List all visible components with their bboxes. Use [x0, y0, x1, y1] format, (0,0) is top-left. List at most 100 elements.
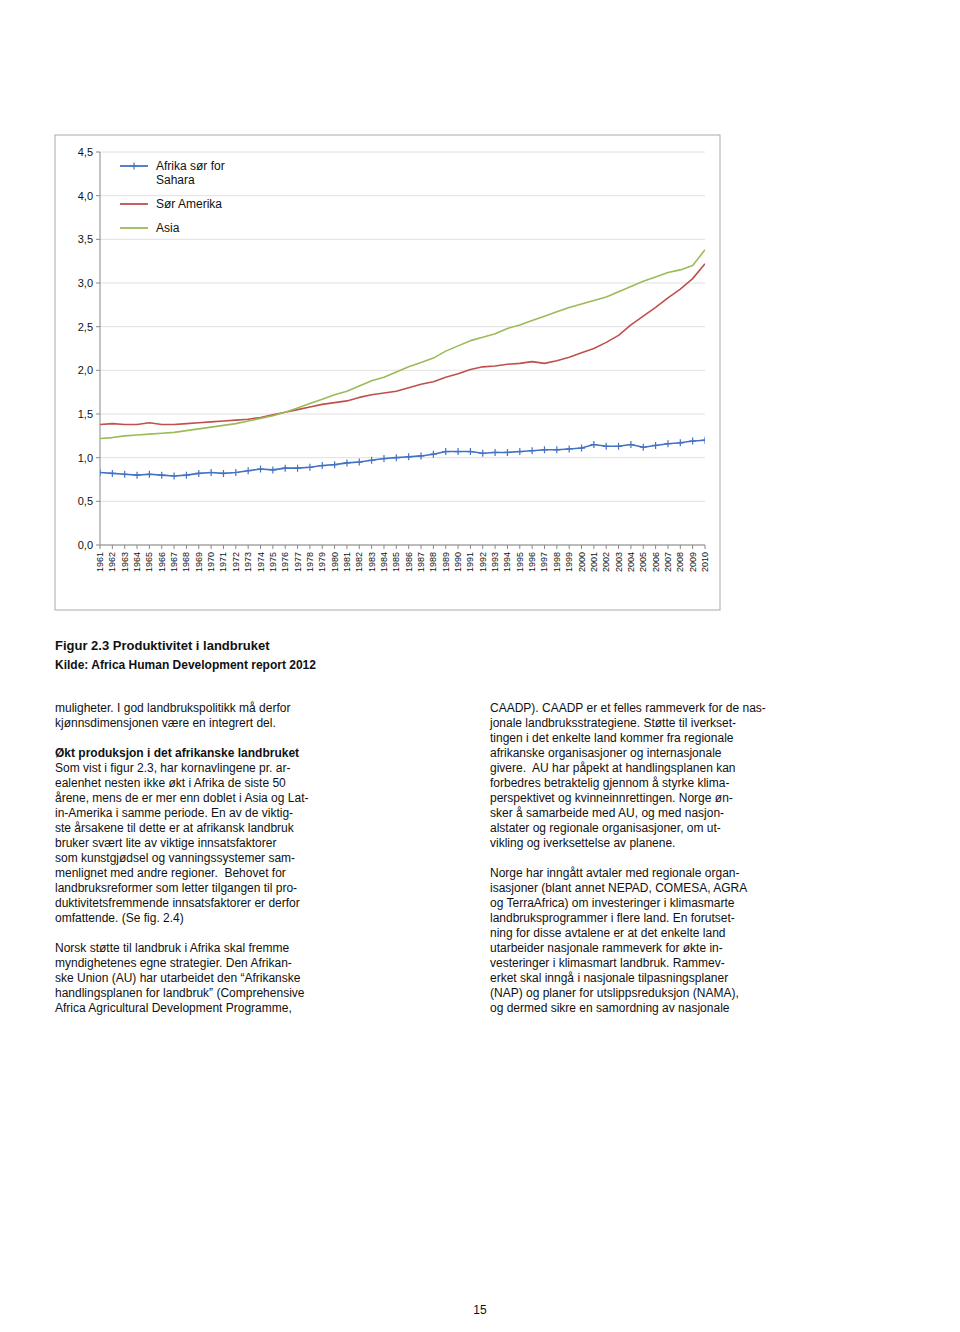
body-line: in-Amerika i samme periode. En av de vik…	[55, 806, 293, 820]
x-tick	[260, 545, 261, 549]
y-tick-label: 3,5	[78, 233, 93, 245]
series-marker	[553, 446, 560, 453]
x-tick-label: 1992	[478, 552, 488, 572]
x-tick	[680, 545, 681, 549]
body-line: forbedres betraktelig gjennom å styrke k…	[490, 776, 729, 790]
x-tick	[655, 545, 656, 549]
legend-label: Sør Amerika	[156, 197, 222, 211]
series-marker	[430, 451, 437, 458]
series-marker	[590, 441, 597, 448]
body-line: Norsk støtte til landbruk i Afrika skal …	[55, 941, 289, 955]
body-line: menlignet med andre regioner. Behovet fo…	[55, 866, 286, 880]
series-marker	[269, 466, 276, 473]
series-marker	[134, 472, 141, 479]
x-tick	[322, 545, 323, 549]
series-marker	[541, 446, 548, 453]
x-tick-label: 1990	[453, 552, 463, 572]
y-tick-label: 3,0	[78, 277, 93, 289]
grid-line	[100, 545, 705, 546]
legend-label: Asia	[156, 221, 180, 235]
x-tick-label: 2002	[601, 552, 611, 572]
body-line: og dermed sikre en samordning av nasjona…	[490, 1001, 730, 1015]
body-line: landbruksreformer som letter tilgangen t…	[55, 881, 297, 895]
series-marker	[245, 467, 252, 474]
x-tick-label: 1983	[367, 552, 377, 572]
series-marker	[677, 439, 684, 446]
x-tick	[359, 545, 360, 549]
series-marker	[171, 473, 178, 480]
series-line	[100, 250, 705, 439]
x-tick-label: 1980	[330, 552, 340, 572]
series-marker	[368, 457, 375, 464]
series-marker	[331, 461, 338, 468]
body-line: alstater og regionale organisasjoner, om…	[490, 821, 721, 835]
series-marker	[504, 449, 511, 456]
x-tick-label: 1975	[268, 552, 278, 572]
body-line: Som vist i figur 2.3, har kornavlingene …	[55, 761, 290, 775]
x-tick-label: 1974	[256, 552, 266, 572]
series-marker	[195, 470, 202, 477]
x-tick	[630, 545, 631, 549]
series-marker	[158, 472, 165, 479]
chart-frame	[55, 135, 720, 610]
series-marker	[615, 443, 622, 450]
x-tick-label: 1979	[317, 552, 327, 572]
x-tick-label: 2004	[626, 552, 636, 572]
y-tick	[96, 501, 100, 502]
legend-item: Afrika sør forSahara	[120, 159, 225, 187]
y-tick	[96, 545, 100, 546]
y-tick-label: 0,5	[78, 495, 93, 507]
x-tick	[433, 545, 434, 549]
grid-line	[100, 326, 705, 327]
y-axis	[100, 152, 101, 545]
series-marker	[121, 471, 128, 478]
x-tick-label: 1970	[206, 552, 216, 572]
body-line: isasjoner (blant annet NEPAD, COMESA, AG…	[490, 881, 747, 895]
x-tick	[211, 545, 212, 549]
series-marker	[603, 443, 610, 450]
body-line: årene, mens de er mer enn doblet i Asia …	[55, 791, 308, 805]
x-tick-label: 1972	[231, 552, 241, 572]
x-tick	[149, 545, 150, 549]
y-tick	[96, 152, 100, 153]
x-tick	[248, 545, 249, 549]
x-tick-label: 1973	[243, 552, 253, 572]
y-tick	[96, 370, 100, 371]
series-marker	[492, 449, 499, 456]
body-line: handlingsplanen for landbruk” (Comprehen…	[55, 986, 305, 1000]
series-marker	[479, 450, 486, 457]
x-tick	[692, 545, 693, 549]
x-tick-label: 1987	[416, 552, 426, 572]
body-line: Africa Agricultural Development Programm…	[55, 1001, 292, 1015]
x-tick	[161, 545, 162, 549]
x-tick-label: 1976	[280, 552, 290, 572]
x-tick-label: 1985	[391, 552, 401, 572]
grid-line	[100, 152, 705, 153]
legend-swatch	[120, 203, 148, 205]
series-marker	[405, 453, 412, 460]
x-tick-label: 1962	[107, 552, 117, 572]
body-line: duktivitetsfremmende innsatsfaktorer er …	[55, 896, 300, 910]
series-marker	[109, 470, 116, 477]
x-tick-label: 1999	[564, 552, 574, 572]
x-tick	[482, 545, 483, 549]
x-tick-label: 1965	[144, 552, 154, 572]
y-tick	[96, 457, 100, 458]
x-tick	[346, 545, 347, 549]
legend-label-line: Sahara	[156, 173, 195, 187]
body-line: landbruksprogrammer i flere land. En for…	[490, 911, 735, 925]
axes: 0,00,51,01,52,02,53,03,54,04,51961196219…	[78, 146, 710, 572]
legend-item: Asia	[120, 221, 180, 235]
x-tick	[544, 545, 545, 549]
x-tick-label: 1997	[539, 552, 549, 572]
x-tick-label: 1978	[305, 552, 315, 572]
series-marker	[467, 448, 474, 455]
body-line: tingen i det enkelte land kommer fra reg…	[490, 731, 734, 745]
x-tick	[532, 545, 533, 549]
legend-item: Sør Amerika	[120, 197, 222, 211]
x-tick	[223, 545, 224, 549]
x-tick	[445, 545, 446, 549]
x-tick	[593, 545, 594, 549]
x-tick-label: 1961	[95, 552, 105, 572]
series-marker	[306, 464, 313, 471]
